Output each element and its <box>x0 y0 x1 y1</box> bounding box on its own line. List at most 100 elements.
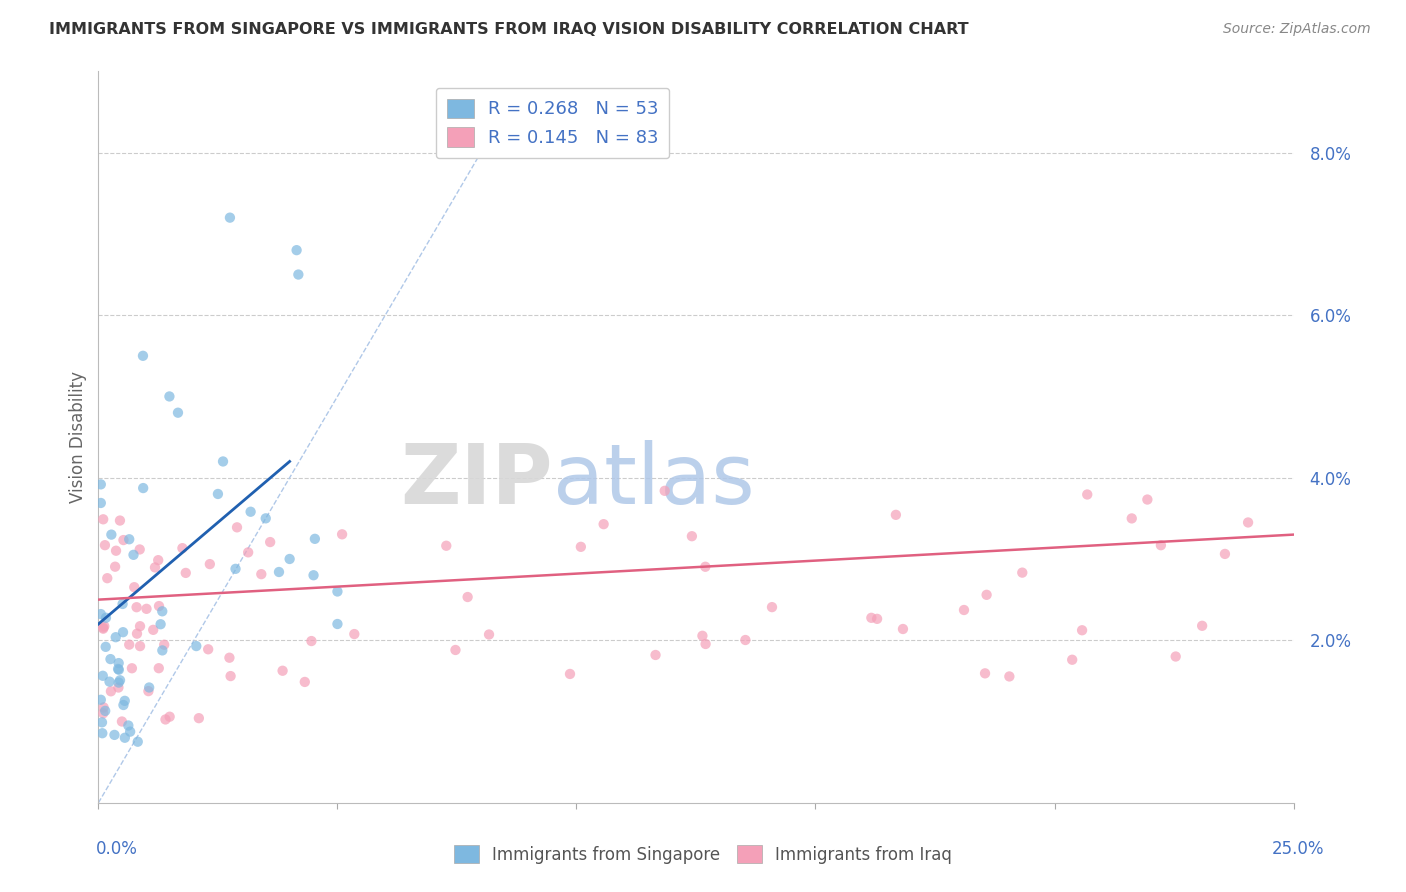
Point <box>569 540 592 554</box>
Point <box>1237 516 1260 530</box>
Point <box>974 666 997 681</box>
Point <box>278 552 301 566</box>
Point <box>219 669 242 683</box>
Text: atlas: atlas <box>553 441 754 522</box>
Point <box>761 600 783 615</box>
Point <box>107 675 129 690</box>
Point <box>1213 547 1236 561</box>
Point <box>219 211 242 225</box>
Point <box>326 584 349 599</box>
Point <box>91 715 114 730</box>
Point <box>103 728 125 742</box>
Point <box>90 496 112 510</box>
Point <box>734 632 756 647</box>
Point <box>114 694 136 708</box>
Point <box>125 626 148 640</box>
Point <box>112 698 135 712</box>
Point <box>104 630 127 644</box>
Point <box>143 560 166 574</box>
Point <box>157 389 180 403</box>
Point <box>695 637 717 651</box>
Point <box>1076 487 1098 501</box>
Point <box>111 714 134 729</box>
Point <box>91 621 114 635</box>
Text: ZIP: ZIP <box>401 441 553 522</box>
Point <box>100 527 122 541</box>
Point <box>197 642 219 657</box>
Point <box>100 684 122 698</box>
Text: 25.0%: 25.0% <box>1272 840 1324 858</box>
Point <box>330 527 353 541</box>
Point <box>1150 538 1173 552</box>
Point <box>148 661 170 675</box>
Y-axis label: Vision Disability: Vision Disability <box>69 371 87 503</box>
Point <box>225 562 247 576</box>
Point <box>866 612 889 626</box>
Point <box>695 559 717 574</box>
Point <box>326 617 349 632</box>
Point <box>104 559 127 574</box>
Point <box>93 700 115 714</box>
Point <box>644 648 666 662</box>
Point <box>93 619 115 633</box>
Point <box>457 590 479 604</box>
Point <box>90 692 112 706</box>
Point <box>96 571 118 585</box>
Point <box>250 567 273 582</box>
Point <box>114 731 136 745</box>
Point <box>107 656 129 670</box>
Point <box>138 681 160 695</box>
Point <box>1062 653 1084 667</box>
Point <box>259 535 281 549</box>
Point <box>478 627 501 641</box>
Point <box>105 543 128 558</box>
Point <box>149 617 172 632</box>
Point <box>267 565 290 579</box>
Point <box>121 661 143 675</box>
Point <box>148 599 170 613</box>
Point <box>953 603 976 617</box>
Point <box>285 243 308 257</box>
Legend: Immigrants from Singapore, Immigrants from Iraq: Immigrants from Singapore, Immigrants fr… <box>447 838 959 871</box>
Point <box>91 622 114 636</box>
Point <box>558 667 581 681</box>
Point <box>150 643 173 657</box>
Point <box>301 634 323 648</box>
Legend: R = 0.268   N = 53, R = 0.145   N = 83: R = 0.268 N = 53, R = 0.145 N = 83 <box>436 87 669 158</box>
Point <box>302 568 325 582</box>
Point <box>1136 492 1159 507</box>
Point <box>94 538 117 552</box>
Point <box>1071 624 1094 638</box>
Point <box>94 611 117 625</box>
Point <box>122 548 145 562</box>
Point <box>112 533 135 547</box>
Point <box>1121 511 1143 525</box>
Point <box>884 508 907 522</box>
Point <box>94 704 117 718</box>
Point <box>111 625 134 640</box>
Point <box>107 681 129 695</box>
Point <box>138 684 160 698</box>
Point <box>238 545 260 559</box>
Point <box>108 673 131 688</box>
Point <box>1011 566 1033 580</box>
Point <box>212 454 235 468</box>
Point <box>90 607 112 621</box>
Point <box>304 532 326 546</box>
Point <box>174 566 197 580</box>
Point <box>128 542 150 557</box>
Point <box>91 706 114 721</box>
Point <box>159 709 181 723</box>
Point <box>148 553 170 567</box>
Point <box>118 533 141 547</box>
Point <box>107 662 129 676</box>
Point <box>129 639 152 653</box>
Point <box>207 487 229 501</box>
Point <box>155 713 177 727</box>
Point <box>108 514 131 528</box>
Point <box>187 711 209 725</box>
Point <box>294 675 316 690</box>
Point <box>127 735 149 749</box>
Point <box>167 406 190 420</box>
Point <box>198 557 221 571</box>
